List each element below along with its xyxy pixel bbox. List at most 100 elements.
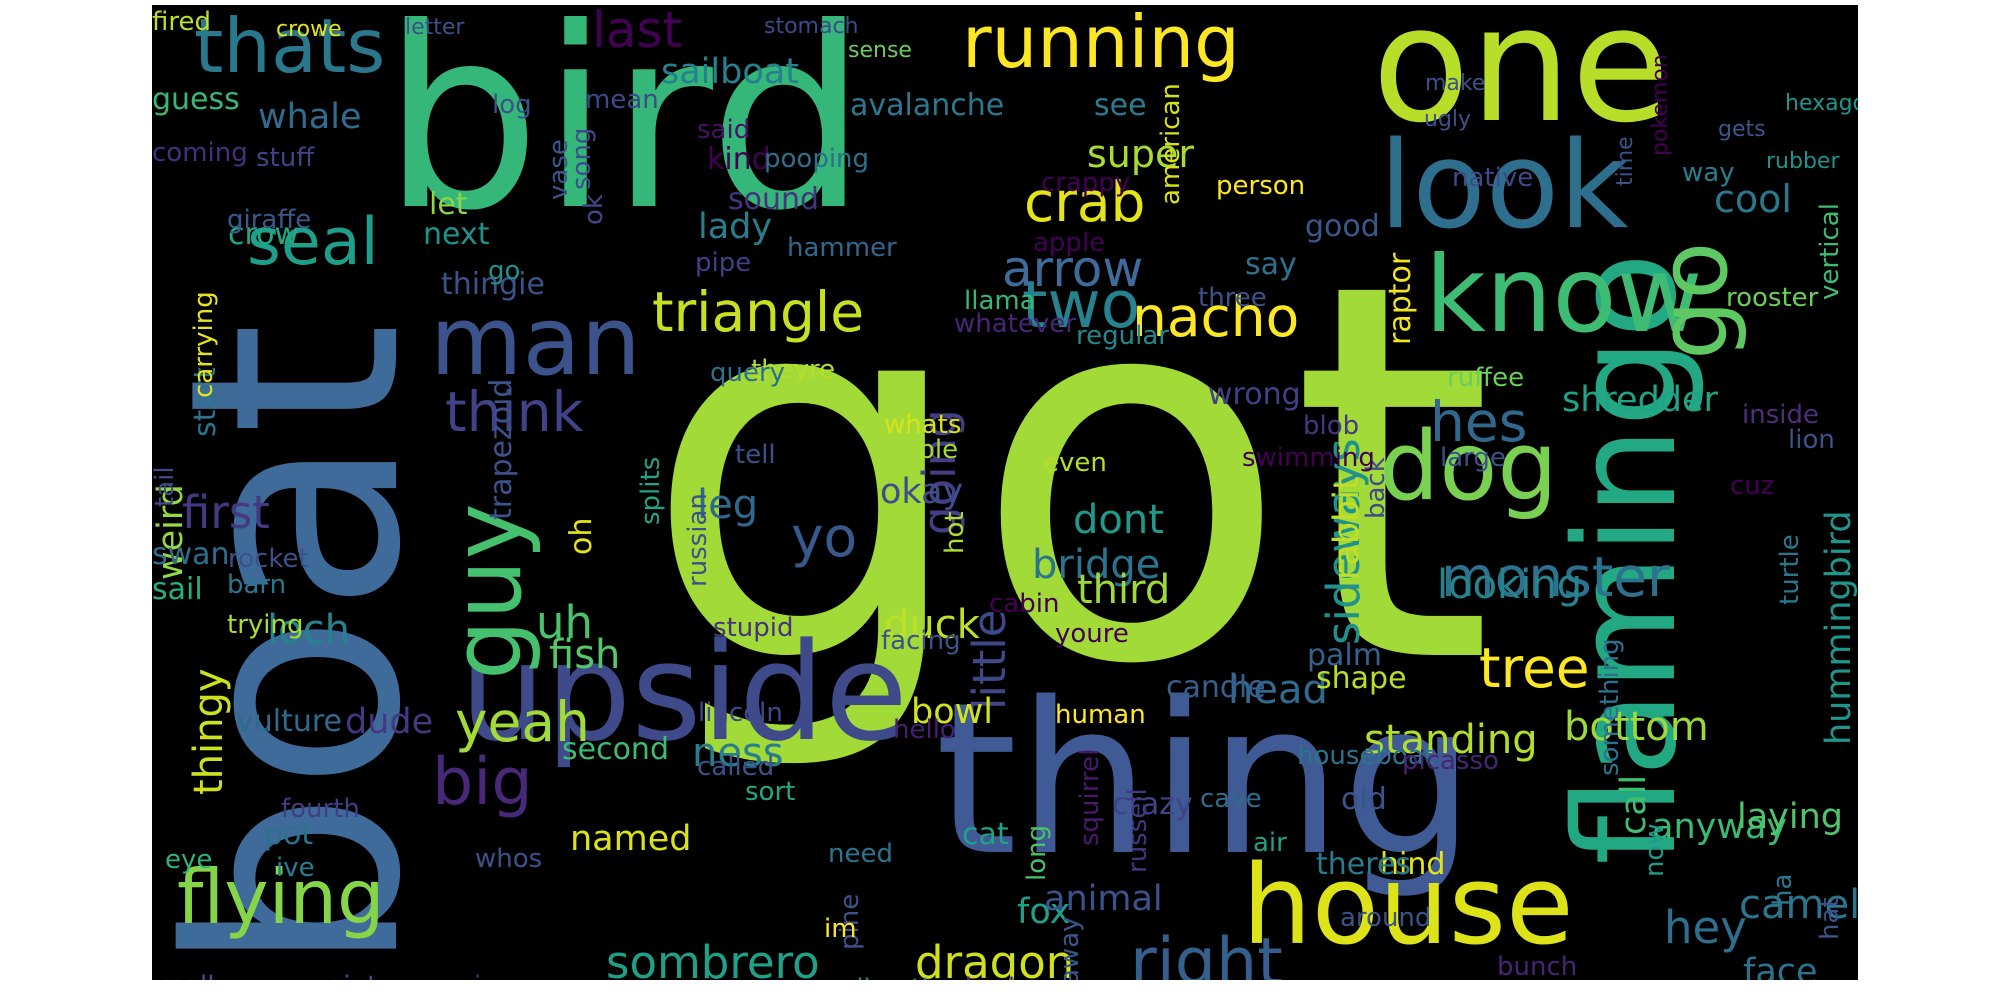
word-bird: bird: [382, 5, 868, 265]
word-house: house: [1242, 841, 1574, 969]
word-need: need: [828, 839, 893, 869]
word-cave: cave: [1200, 784, 1262, 814]
word-big: big: [432, 745, 533, 820]
word-stupid: stupid: [713, 613, 794, 643]
word-gets: gets: [1718, 117, 1766, 142]
word-log: log: [492, 90, 532, 120]
word-picasso: picasso: [1402, 746, 1499, 776]
word-right: right: [1130, 925, 1283, 980]
word-pointy: pointy: [311, 973, 393, 980]
word-rocket: rocket: [228, 544, 309, 574]
word-carrying: carrying: [189, 291, 219, 398]
word-whos: whos: [475, 844, 543, 874]
word-raptor: raptor: [1383, 252, 1418, 345]
word-ruffee: ruffee: [1447, 363, 1525, 393]
word-cool: cool: [1714, 177, 1792, 221]
word-blob: blob: [1303, 411, 1360, 441]
word-pot: pot: [264, 817, 314, 852]
word-second: second: [562, 732, 669, 767]
word-uh: uh: [536, 596, 594, 649]
word-bottom: bottom: [1564, 704, 1709, 750]
word-sail: sail: [152, 572, 203, 607]
word-mean: mean: [585, 85, 659, 115]
word-large: large: [1440, 443, 1506, 473]
word-houseboat: houseboat: [1297, 741, 1434, 771]
word-first: first: [182, 486, 270, 539]
word-wrong: wrong: [1208, 377, 1301, 412]
word-lion: lion: [1788, 425, 1835, 455]
word-two: two: [1022, 268, 1141, 343]
word-stomach: stomach: [764, 14, 859, 39]
word-sailboat: sailboat: [661, 52, 799, 92]
word-hind: hind: [1380, 847, 1446, 882]
word-eye: eye: [165, 845, 213, 875]
word-shredder: shredder: [1562, 380, 1718, 420]
word-let: let: [429, 187, 468, 222]
word-time: time: [1613, 136, 1638, 186]
word-crow: crow: [228, 217, 300, 252]
word-ha: ha: [1768, 873, 1798, 906]
word-query: query: [710, 358, 786, 388]
word-arrow: arrow: [1002, 240, 1144, 298]
word-really: really: [158, 973, 230, 980]
word-sound: sound: [728, 182, 820, 217]
word-third: third: [1077, 567, 1171, 613]
word-iron: iron: [474, 973, 524, 980]
word-running: running: [962, 5, 1240, 84]
word-cloud: got bird boat thing one flamingo upside look hou…: [152, 5, 1858, 980]
word-vertical: vertical: [1815, 203, 1845, 300]
word-way: way: [1682, 158, 1735, 188]
word-even: even: [1043, 448, 1107, 478]
word-ok: ok: [579, 194, 609, 225]
word-hexagon: hexagon: [1785, 91, 1858, 116]
word-say: say: [1245, 247, 1297, 282]
word-cat: cat: [962, 817, 1009, 852]
word-hat: hat: [1815, 897, 1845, 940]
word-leg: leg: [697, 482, 759, 528]
word-whale: whale: [258, 97, 362, 137]
word-named: named: [570, 819, 692, 859]
word-tree: tree: [1479, 636, 1590, 700]
word-super: super: [1087, 132, 1195, 176]
word-crazy: crazy: [1112, 787, 1193, 822]
word-thingie: thingie: [441, 267, 545, 302]
word-trying: trying: [227, 610, 304, 640]
word-yeah: yeah: [455, 690, 590, 754]
word-sombrero: sombrero: [606, 936, 820, 980]
word-theres: theres: [1316, 847, 1411, 882]
word-pipe: pipe: [695, 248, 752, 278]
word-flying: flying: [177, 853, 385, 941]
word-cuz: cuz: [1730, 471, 1775, 501]
word-thing: thing: [935, 657, 1476, 902]
word-swimming: swimming: [1242, 443, 1375, 473]
word-nacho: nacho: [1132, 285, 1300, 349]
word-people: people: [870, 435, 959, 465]
word-fox: fox: [1017, 892, 1071, 932]
word-lady: lady: [698, 207, 773, 247]
word-fish: fish: [549, 632, 621, 678]
word-called: called: [697, 752, 775, 782]
word-around: around: [1340, 903, 1432, 933]
word-looking: looking: [1437, 562, 1583, 608]
word-face: face: [1743, 952, 1818, 981]
word-trapezoid: trapezoid: [484, 378, 519, 520]
word-song: song: [567, 127, 597, 190]
word-know: know: [1425, 234, 1703, 356]
word-camel: camel: [1739, 882, 1858, 928]
word-rubber: rubber: [1766, 149, 1840, 174]
word-long: long: [1022, 824, 1052, 881]
word-fired: fired: [152, 7, 211, 37]
word-american: american: [1156, 83, 1186, 205]
word-rabbit: rabbit: [1327, 476, 1367, 580]
word-next: next: [423, 217, 490, 252]
word-hey: hey: [1664, 901, 1747, 954]
word-dude: dude: [345, 702, 434, 742]
word-splits: splits: [636, 456, 666, 525]
word-hummingbird: hummingbird: [1819, 510, 1858, 745]
word-ugly: ugly: [1424, 107, 1472, 132]
word-abraham: abraham: [949, 975, 1066, 980]
word-youre: youre: [1055, 619, 1129, 649]
word-hot: hot: [940, 511, 970, 554]
word-hammer: hammer: [787, 233, 897, 263]
word-barn: barn: [227, 570, 287, 600]
